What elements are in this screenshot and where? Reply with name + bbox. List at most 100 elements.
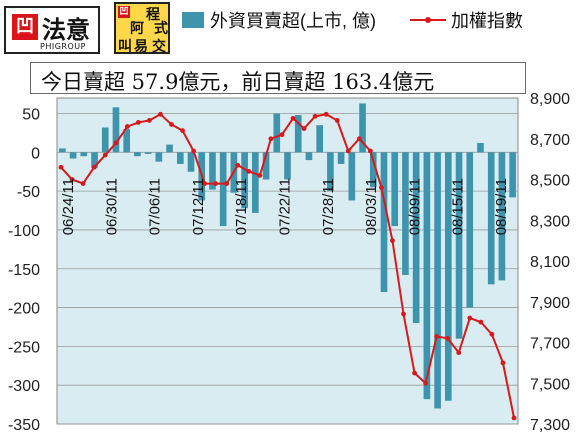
bar	[155, 152, 163, 162]
index-point	[91, 164, 97, 170]
index-point	[235, 162, 241, 168]
subtitle-box: 今日賣超 57.9億元，前日賣超 163.4億元	[30, 62, 526, 94]
index-point	[290, 115, 296, 121]
index-point	[257, 173, 263, 178]
bar	[101, 127, 109, 153]
bar	[359, 103, 366, 153]
bar	[187, 152, 195, 172]
left-tick-label: -300	[8, 378, 40, 395]
bar	[402, 152, 409, 275]
bar	[123, 129, 131, 153]
right-tick-label: 8,300	[530, 213, 570, 230]
left-tick-label: -350	[8, 417, 40, 434]
logo2-char: 交	[152, 39, 166, 55]
phigroup-logo: 凹 法意 PHIGROUP	[4, 6, 100, 54]
index-point	[191, 148, 196, 154]
right-tick-label: 8,100	[530, 254, 570, 271]
index-point	[169, 122, 174, 127]
x-tick-label: 08/19/11	[493, 178, 510, 235]
bar	[112, 107, 120, 153]
bar	[412, 152, 420, 324]
x-tick-label: 08/15/11	[450, 178, 467, 235]
index-point	[334, 118, 340, 123]
right-tick-label: 7,500	[530, 376, 570, 393]
bar	[134, 152, 141, 157]
index-point	[323, 111, 329, 117]
bar	[209, 152, 216, 190]
index-point	[423, 380, 429, 386]
index-point	[500, 360, 506, 366]
logo-mark-icon: 凹	[12, 14, 38, 40]
bar	[316, 125, 323, 153]
index-point	[113, 140, 119, 146]
index-point	[489, 331, 495, 337]
right-tick-label: 8,500	[530, 173, 570, 190]
index-point	[246, 168, 252, 174]
x-tick-label: 08/03/11	[363, 178, 380, 235]
left-tick-label: -50	[17, 184, 40, 201]
bar	[509, 152, 516, 198]
logo2-char: 易	[134, 39, 148, 55]
bar	[144, 152, 152, 154]
legend-bar-label: 外資買賣超(上市, 億)	[210, 11, 376, 31]
index-point	[102, 152, 108, 158]
left-tick-label: -100	[8, 223, 40, 240]
x-tick-label: 06/24/11	[60, 178, 77, 235]
index-point	[356, 136, 362, 142]
bar	[498, 152, 506, 281]
bar	[69, 152, 77, 159]
index-point	[301, 126, 307, 131]
index-point	[401, 311, 406, 317]
index-point	[379, 185, 384, 191]
legend-bar-swatch	[182, 12, 204, 28]
bar	[262, 152, 270, 180]
index-point	[268, 136, 274, 142]
index-point	[390, 238, 395, 244]
index-point	[367, 148, 373, 154]
right-tick-label: 7,700	[530, 336, 570, 353]
bar	[434, 152, 441, 409]
index-point	[69, 177, 75, 182]
bar	[80, 152, 88, 157]
right-tick-label: 8,900	[530, 91, 570, 108]
bar	[294, 115, 302, 153]
left-tick-label: -250	[8, 339, 40, 356]
bar	[337, 152, 345, 164]
logo2-mark-icon: 凹	[118, 6, 130, 18]
right-tick-label: 8,700	[530, 132, 570, 149]
bar	[166, 144, 173, 153]
bar	[423, 152, 431, 400]
x-tick-label: 07/22/11	[277, 178, 294, 235]
index-point	[124, 124, 130, 129]
bar	[327, 152, 334, 192]
logo-text: 法意	[42, 16, 90, 44]
bar	[391, 152, 399, 227]
x-tick-label: 07/12/11	[190, 178, 207, 235]
x-tick-label: 07/06/11	[147, 178, 164, 235]
index-point	[345, 148, 351, 154]
bar	[91, 152, 98, 168]
right-tick-label: 7,900	[530, 295, 570, 312]
x-tick-label: 06/30/11	[103, 178, 120, 235]
right-tick-label: 7,300	[530, 417, 570, 434]
left-tick-label: 50	[22, 107, 40, 124]
bar	[241, 152, 248, 209]
bar	[444, 152, 452, 401]
bar	[252, 152, 259, 213]
index-point	[224, 181, 230, 186]
bar	[466, 152, 474, 308]
program-trading-logo: 凹 阿 程 式 叫 易 交	[114, 2, 170, 55]
index-point	[511, 415, 517, 421]
index-point	[135, 120, 141, 125]
bar	[284, 152, 291, 180]
left-tick-label: 0	[31, 145, 40, 162]
bar	[369, 152, 377, 188]
index-point	[312, 113, 318, 119]
index-point	[202, 181, 208, 186]
left-tick-label: -200	[8, 301, 40, 318]
chart-subtitle: 今日賣超 57.9億元，前日賣超 163.4億元	[41, 70, 435, 94]
bar	[176, 152, 184, 164]
logo2-char: 阿	[130, 21, 144, 37]
